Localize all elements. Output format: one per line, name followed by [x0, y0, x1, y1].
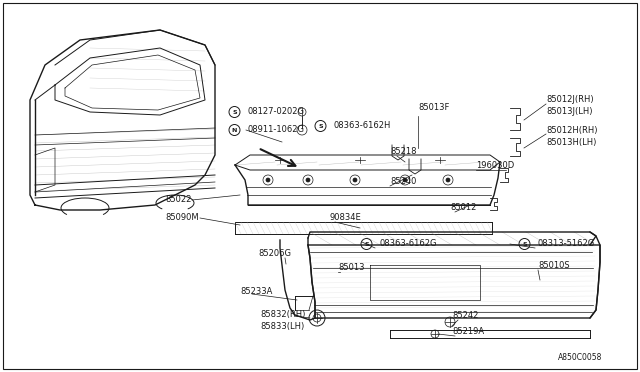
Text: 90834E: 90834E [330, 214, 362, 222]
Circle shape [306, 178, 310, 182]
Text: 85012J(RH): 85012J(RH) [546, 96, 594, 105]
Text: A850C0058: A850C0058 [558, 353, 602, 362]
Text: 85233A: 85233A [240, 288, 273, 296]
Text: 85240: 85240 [390, 177, 417, 186]
Text: 08911-1062G: 08911-1062G [248, 125, 305, 135]
Text: 85012: 85012 [450, 203, 476, 212]
Text: 85013F: 85013F [418, 103, 449, 112]
Text: 85013H(LH): 85013H(LH) [546, 138, 596, 147]
Text: 85013: 85013 [338, 263, 365, 273]
Text: 85833(LH): 85833(LH) [260, 321, 304, 330]
Text: 85206G: 85206G [258, 250, 291, 259]
Text: 08313-5162G: 08313-5162G [538, 240, 595, 248]
Text: S: S [318, 124, 323, 128]
Text: 196030D: 196030D [476, 161, 515, 170]
Text: 85242: 85242 [452, 311, 478, 321]
Text: 85219A: 85219A [452, 327, 484, 337]
Circle shape [446, 178, 450, 182]
Text: N: N [232, 128, 237, 132]
Text: 85022: 85022 [165, 196, 191, 205]
Circle shape [403, 178, 407, 182]
Text: 85012H(RH): 85012H(RH) [546, 125, 598, 135]
Text: 08127-0202G: 08127-0202G [248, 108, 305, 116]
Text: 85218: 85218 [390, 148, 417, 157]
Text: 85013J(LH): 85013J(LH) [546, 108, 593, 116]
Text: S: S [364, 241, 369, 247]
Text: 85010S: 85010S [538, 262, 570, 270]
Text: 08363-6162G: 08363-6162G [380, 240, 438, 248]
Text: S: S [522, 241, 527, 247]
Text: 85090M: 85090M [165, 214, 198, 222]
Text: 85832(RH): 85832(RH) [260, 310, 305, 318]
Text: 08363-6162H: 08363-6162H [334, 122, 392, 131]
Text: S: S [232, 109, 237, 115]
Circle shape [266, 178, 270, 182]
Circle shape [353, 178, 357, 182]
